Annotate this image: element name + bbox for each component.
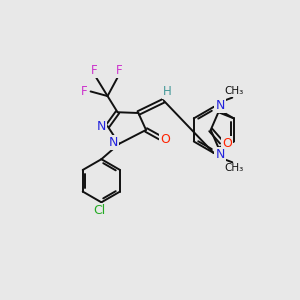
- Text: O: O: [222, 137, 232, 150]
- Text: N: N: [215, 148, 225, 161]
- Text: F: F: [90, 64, 97, 77]
- Text: N: N: [97, 120, 106, 133]
- Text: N: N: [108, 136, 118, 149]
- Text: F: F: [116, 64, 122, 77]
- Text: CH₃: CH₃: [224, 86, 243, 96]
- Text: H: H: [163, 85, 171, 98]
- Text: N: N: [215, 99, 225, 112]
- Text: F: F: [81, 85, 88, 98]
- Text: O: O: [160, 133, 170, 146]
- Text: CH₃: CH₃: [224, 164, 243, 173]
- Text: Cl: Cl: [94, 203, 106, 217]
